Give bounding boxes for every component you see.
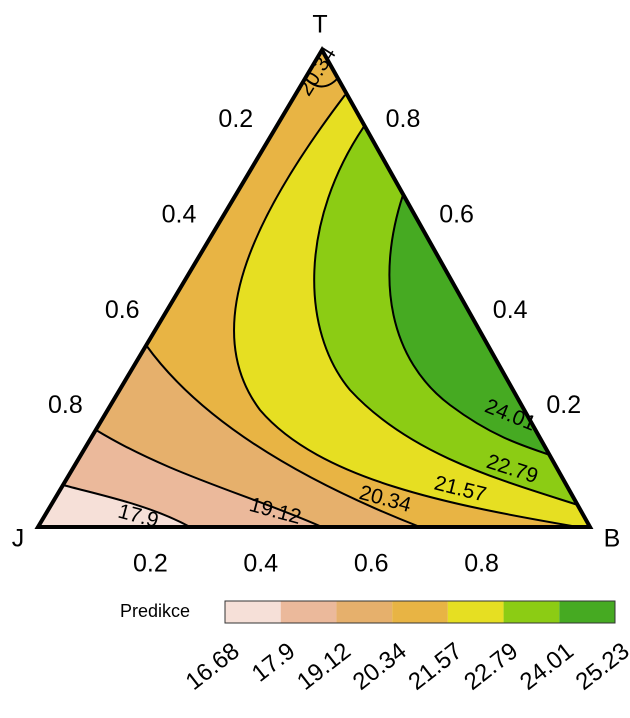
contour-line xyxy=(313,124,579,506)
b-tick-label: 0.4 xyxy=(243,550,278,578)
contour-line xyxy=(388,194,551,456)
contour-line xyxy=(232,94,579,528)
t-tick-label: 0.4 xyxy=(493,296,528,324)
contour-line xyxy=(145,344,421,528)
legend-swatch xyxy=(447,601,504,623)
vertex-label: B xyxy=(604,525,621,553)
legend-label: 22.79 xyxy=(459,637,523,695)
legend-label: 17.9 xyxy=(247,637,300,687)
legend-label: 20.34 xyxy=(348,637,412,695)
legend-label: 24.01 xyxy=(515,637,579,695)
t-tick-label: 0.8 xyxy=(386,105,421,133)
contour-region xyxy=(38,485,190,527)
t-tick-label: 0.6 xyxy=(439,200,474,228)
b-tick-label: 0.2 xyxy=(133,550,168,578)
legend-swatch xyxy=(280,601,337,623)
j-tick-label: 0.6 xyxy=(105,296,140,324)
triangle-outline xyxy=(34,46,594,529)
legend-swatch xyxy=(392,601,448,623)
legend-label: 16.68 xyxy=(181,637,245,695)
t-tick-label: 0.2 xyxy=(546,391,581,419)
vertex-label: T xyxy=(312,11,327,39)
legend-swatch xyxy=(503,601,560,623)
contour-region xyxy=(389,195,590,527)
legend-label: 21.57 xyxy=(404,637,468,695)
j-tick-label: 0.8 xyxy=(48,391,83,419)
b-tick-label: 0.6 xyxy=(354,550,389,578)
legend-swatch xyxy=(336,601,393,623)
legend-swatch xyxy=(559,601,615,623)
contour-line xyxy=(95,429,323,528)
legend-swatch xyxy=(225,601,281,623)
legend-label: 19.12 xyxy=(292,637,356,695)
legend-label: 25.23 xyxy=(571,637,630,695)
j-tick-label: 0.4 xyxy=(162,200,197,228)
b-tick-label: 0.8 xyxy=(464,550,499,578)
contour-line xyxy=(304,77,339,88)
vertex-label: J xyxy=(12,525,25,553)
legend-frame xyxy=(224,600,616,624)
j-tick-label: 0.2 xyxy=(218,105,253,133)
contour-line xyxy=(62,484,191,528)
legend-title: Predikce xyxy=(120,601,190,621)
